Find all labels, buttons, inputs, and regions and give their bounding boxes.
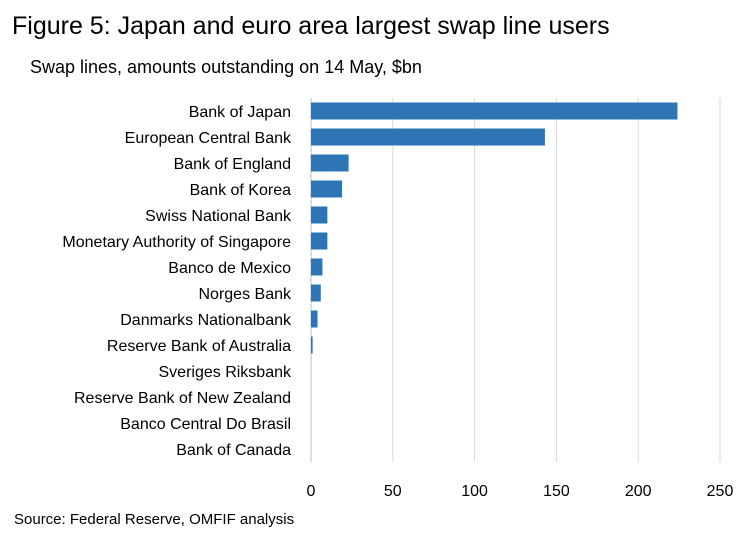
category-label: European Central Bank	[125, 130, 292, 147]
bar	[311, 284, 321, 302]
category-label: Bank of Korea	[190, 182, 292, 199]
bar	[311, 128, 545, 146]
category-label: Danmarks Nationalbank	[120, 312, 292, 329]
bar	[311, 258, 323, 276]
category-label: Reserve Bank of New Zealand	[74, 390, 291, 407]
x-tick-label: 0	[307, 483, 316, 500]
bar	[311, 206, 328, 224]
source-note: Source: Federal Reserve, OMFIF analysis	[14, 511, 295, 528]
category-label: Banco Central Do Brasil	[120, 416, 291, 433]
category-label: Banco de Mexico	[168, 260, 291, 277]
bar	[311, 232, 328, 250]
bar	[311, 336, 313, 354]
gridlines	[310, 98, 721, 462]
bar	[311, 180, 343, 198]
category-label: Sveriges Riksbank	[159, 364, 293, 381]
bar	[311, 310, 318, 328]
x-tick-label: 100	[461, 483, 488, 500]
chart-title: Figure 5: Japan and euro area largest sw…	[12, 12, 610, 40]
category-label: Bank of England	[174, 156, 291, 173]
x-tick-label: 150	[543, 483, 570, 500]
category-labels: Bank of Japan European Central Bank Bank o…	[62, 104, 292, 459]
category-label: Monetary Authority of Singapore	[62, 234, 291, 251]
category-label: Bank of Canada	[176, 442, 291, 459]
category-label: Reserve Bank of Australia	[107, 338, 291, 355]
category-label: Bank of Japan	[189, 104, 291, 121]
x-tick-label: 50	[384, 483, 402, 500]
x-tick-label: 250	[707, 483, 734, 500]
bar	[311, 102, 678, 120]
bar	[311, 154, 349, 172]
bars	[311, 102, 678, 354]
category-label: Norges Bank	[199, 286, 292, 303]
category-label: Swiss National Bank	[145, 208, 292, 225]
chart-subtitle: Swap lines, amounts outstanding on 14 Ma…	[30, 57, 422, 77]
x-tick-labels: 0 50 100 150 200 250	[307, 483, 734, 500]
x-tick-label: 200	[625, 483, 652, 500]
